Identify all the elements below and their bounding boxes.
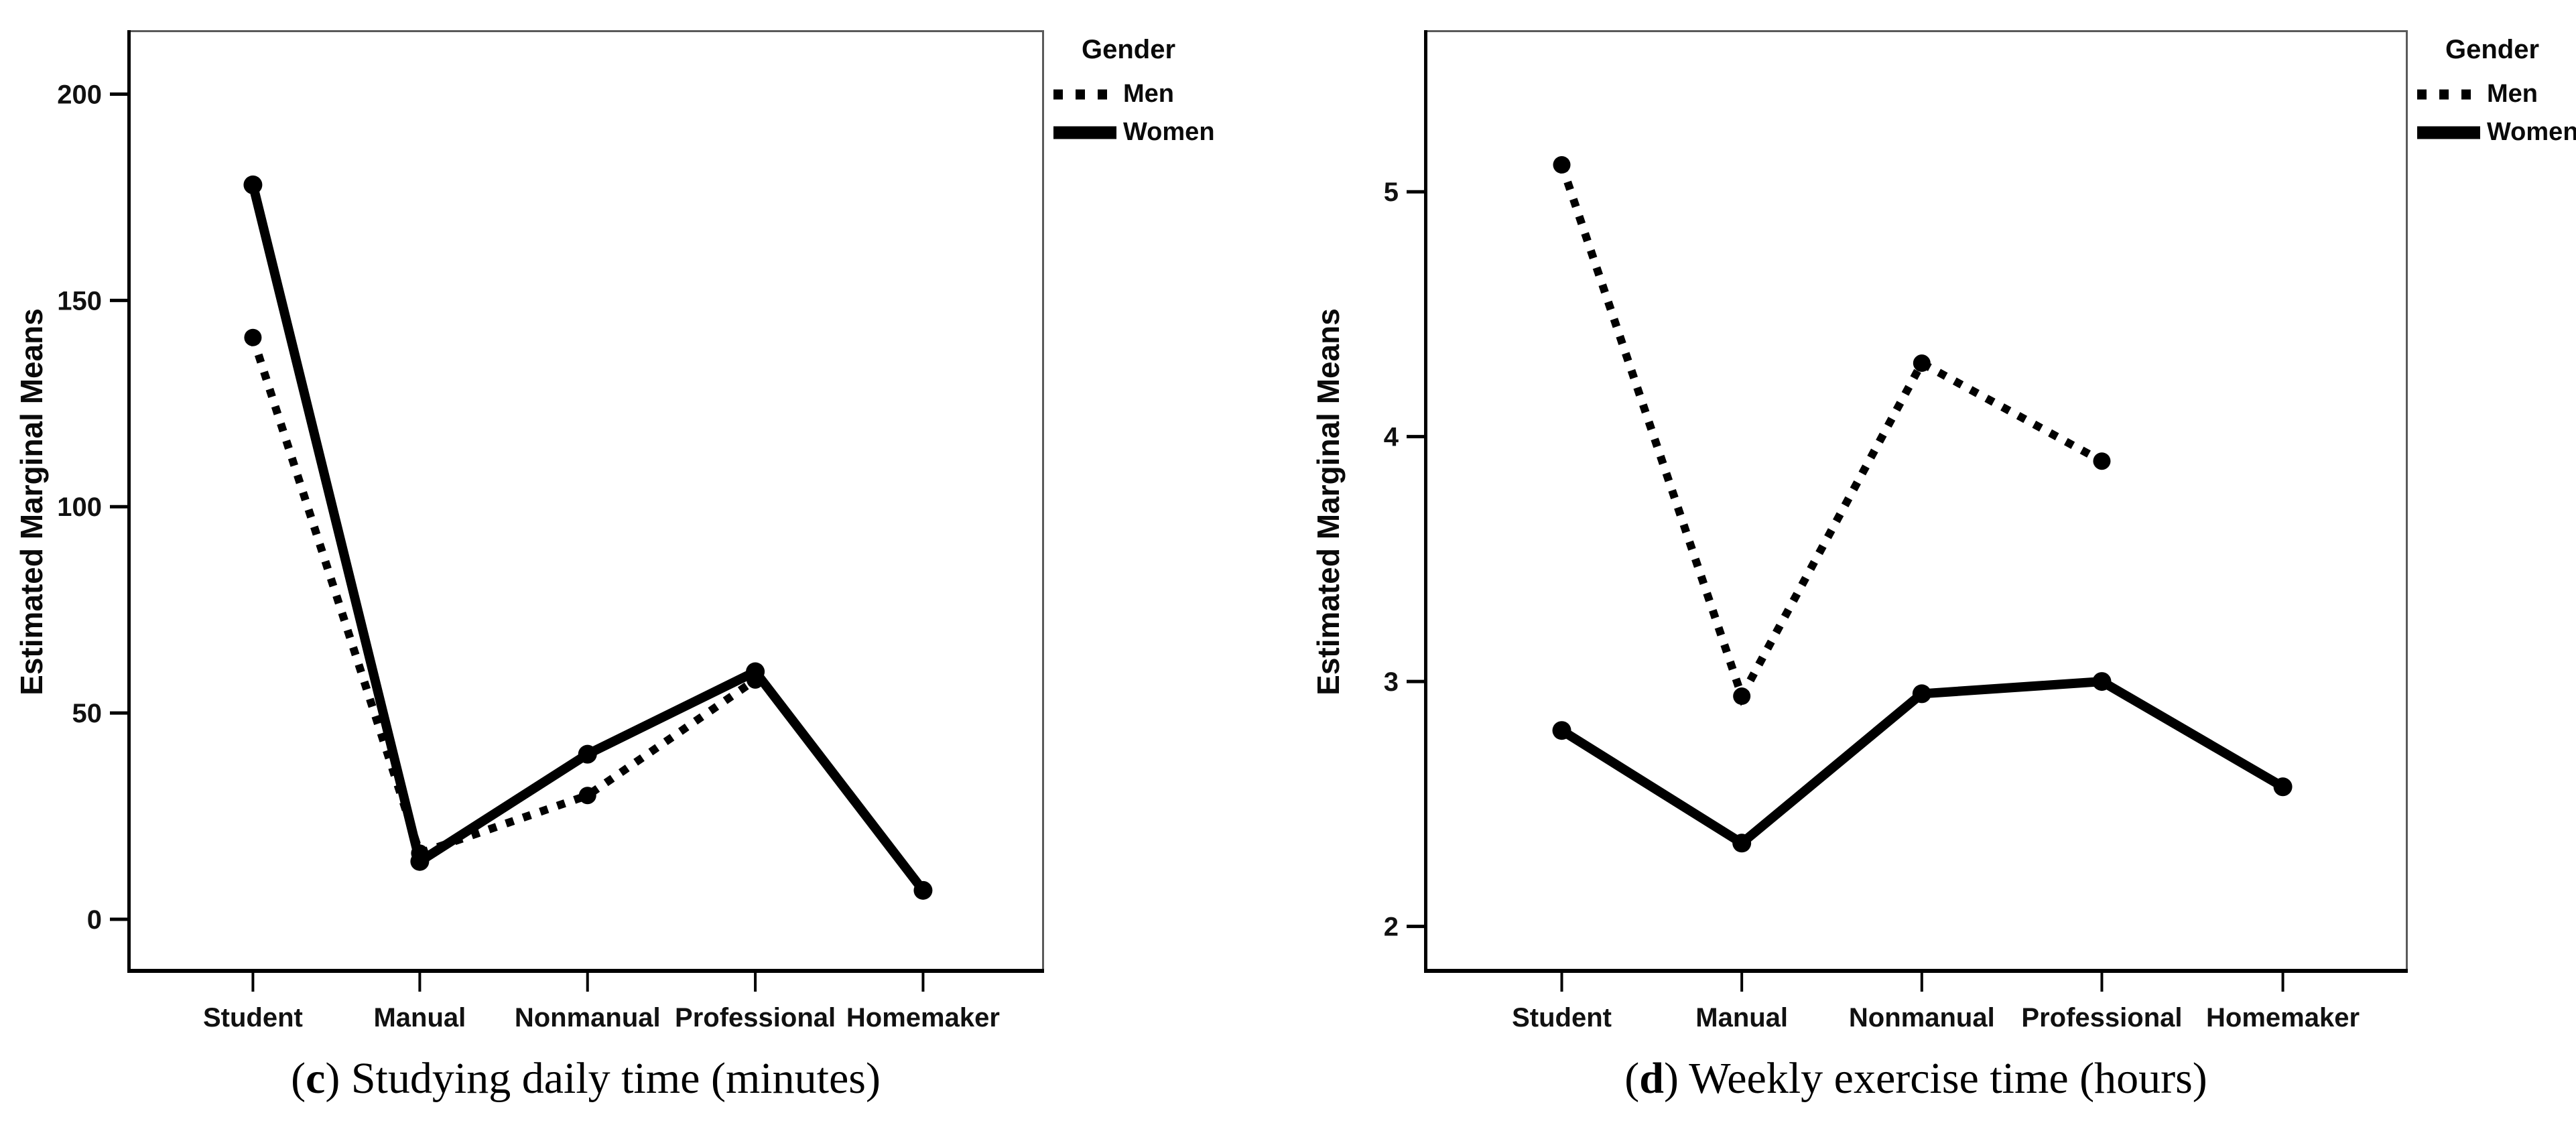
caption-letter: c <box>306 1054 326 1103</box>
category-label: Nonmanual <box>1849 1003 1995 1033</box>
data-point-men <box>1733 687 1751 706</box>
legend-label-men: Men <box>1123 80 1174 108</box>
y-tick-label: 150 <box>57 286 102 316</box>
caption-letter: d <box>1639 1054 1664 1103</box>
data-point-women <box>410 852 430 871</box>
series-line-men <box>249 336 758 859</box>
y-tick-label: 2 <box>1384 913 1399 942</box>
category-label: Manual <box>373 1003 466 1033</box>
panel-c-caption: (c) Studying daily time (minutes) <box>127 1053 1044 1104</box>
legend-title: Gender <box>1082 35 1176 64</box>
caption-paren: ( <box>291 1054 306 1103</box>
plot-frame <box>1424 30 2408 973</box>
women-line-swatch-icon <box>1053 126 1116 139</box>
data-point-men <box>1913 354 1931 373</box>
caption-paren: ( <box>1624 1054 1640 1103</box>
y-tick-label: 0 <box>87 905 102 935</box>
legend-item-men: Men <box>2416 80 2576 109</box>
legend-label-women: Women <box>1123 118 1215 146</box>
y-tick-label: 50 <box>72 699 103 728</box>
series-line-men <box>1557 163 2104 706</box>
category-label: Professional <box>675 1003 836 1033</box>
y-tick-label: 100 <box>57 492 102 522</box>
legend-item-women: Women <box>2416 118 2576 147</box>
legend: Gender Men Women <box>1052 35 1215 147</box>
data-point-men <box>2093 452 2111 470</box>
legend-item-women: Women <box>1052 118 1215 147</box>
chart-d-plot: 2 3 4 5 Student Manual Nonmanual Professional Ho… <box>1384 30 2408 1033</box>
category-label: Manual <box>1695 1003 1788 1033</box>
category-label: Professional <box>2021 1003 2182 1033</box>
data-point-women <box>2273 777 2293 797</box>
category-label: Student <box>203 1003 303 1033</box>
legend-title: Gender <box>2445 35 2540 64</box>
data-point-women <box>913 880 933 900</box>
category-label: Nonmanual <box>515 1003 661 1033</box>
data-point-women <box>243 175 263 194</box>
category-label: Homemaker <box>2206 1003 2360 1033</box>
data-point-men <box>244 328 262 346</box>
category-label: Homemaker <box>846 1003 1000 1033</box>
y-axis-label: Estimated Marginal Means <box>1311 308 1346 695</box>
women-line-swatch-icon <box>2417 126 2480 139</box>
men-line-swatch-icon <box>2417 89 2480 99</box>
data-point-women <box>578 744 597 764</box>
legend-item-men: Men <box>1052 80 1215 109</box>
y-tick-label: 3 <box>1384 667 1399 697</box>
data-point-women <box>1552 721 1571 740</box>
y-tick-label: 5 <box>1384 178 1399 207</box>
y-tick-label: 4 <box>1384 423 1399 452</box>
data-point-men <box>578 787 596 805</box>
data-point-men <box>1553 156 1571 174</box>
data-point-women <box>746 662 765 681</box>
chart-c-plot: 0 50 100 150 200 Student Manual Nonmanual Profes… <box>57 30 1044 1033</box>
y-tick-label: 200 <box>57 80 102 109</box>
caption-text: ) Studying daily time (minutes) <box>325 1054 881 1103</box>
category-label: Student <box>1512 1003 1612 1033</box>
legend-label-men: Men <box>2487 80 2538 108</box>
panel-d-caption: (d) Weekly exercise time (hours) <box>1424 1053 2408 1104</box>
series-line-women <box>1559 676 2286 849</box>
data-point-women <box>1912 684 1931 704</box>
data-point-women <box>2092 672 2112 691</box>
data-point-women <box>1732 834 1752 853</box>
legend: Gender Men Women <box>2416 35 2576 147</box>
caption-text: ) Weekly exercise time (hours) <box>1663 1054 2207 1103</box>
legend-label-women: Women <box>2487 118 2576 146</box>
men-line-swatch-icon <box>1053 89 1116 99</box>
